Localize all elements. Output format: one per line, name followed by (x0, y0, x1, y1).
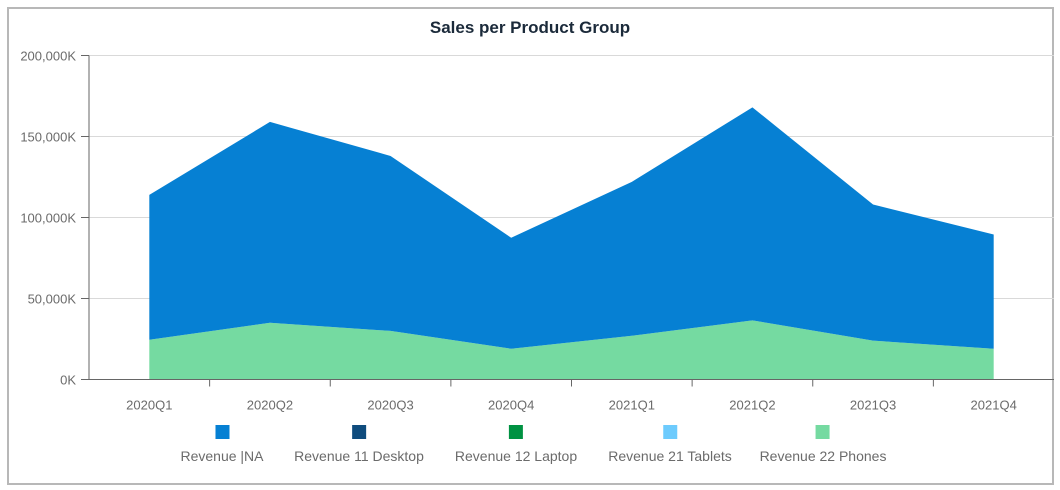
y-tick-label: 150,000K (20, 130, 76, 145)
chart-frame (7, 7, 1054, 485)
legend-item[interactable]: Revenue 11 Desktop (294, 425, 424, 464)
legend-item[interactable]: Revenue |NA (180, 425, 264, 464)
x-tick-label: 2020Q2 (247, 398, 293, 413)
legend-label: Revenue 11 Desktop (294, 448, 424, 464)
x-tick-label: 2021Q4 (971, 398, 1017, 413)
legend-swatch (352, 425, 366, 439)
legend-item[interactable]: Revenue 22 Phones (759, 425, 887, 464)
legend-label: Revenue |NA (180, 448, 264, 464)
x-tick-label: 2021Q1 (609, 398, 655, 413)
legend-item[interactable]: Revenue 12 Laptop (455, 425, 577, 464)
x-tick-label: 2021Q2 (729, 398, 775, 413)
legend-label: Revenue 21 Tablets (608, 448, 732, 464)
y-tick-label: 200,000K (20, 49, 76, 64)
chart-title: Sales per Product Group (429, 18, 631, 37)
legend-swatch (214, 425, 229, 439)
legend-swatch (663, 425, 677, 439)
area-revenue-22-phones (149, 320, 994, 380)
x-tick-label: 2020Q3 (367, 398, 413, 413)
legend-label: Revenue 22 Phones (759, 448, 887, 464)
y-tick-label: 100,000K (20, 211, 76, 226)
y-tick-label: 50,000K (28, 292, 77, 307)
x-tick-label: 2020Q1 (126, 398, 172, 413)
y-tick-label: 0K (60, 373, 76, 388)
legend-label: Revenue 12 Laptop (454, 448, 578, 464)
x-tick-label: 2020Q4 (488, 398, 534, 413)
area-revenue-na (149, 107, 994, 349)
legend-item[interactable]: Revenue 21 Tablets (608, 425, 732, 464)
legend-swatch (816, 425, 830, 439)
legend-swatch (509, 425, 523, 439)
x-tick-label: 2021Q3 (850, 398, 896, 413)
